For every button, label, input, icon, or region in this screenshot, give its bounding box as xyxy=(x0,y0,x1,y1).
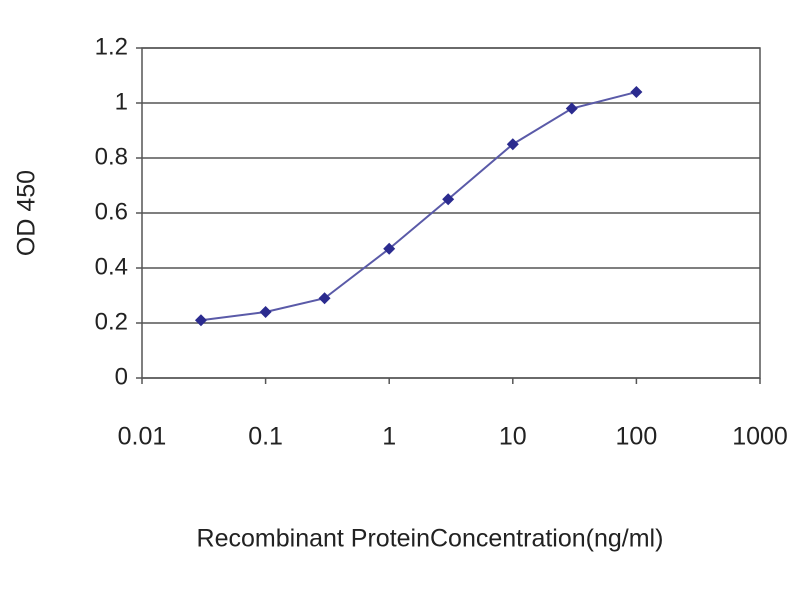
y-tick-label: 0.4 xyxy=(95,253,128,280)
y-tick-label: 1 xyxy=(115,88,128,115)
data-line xyxy=(200,91,637,322)
y-tick-label: 0 xyxy=(115,363,128,390)
y-tick-label: 0.6 xyxy=(95,198,128,225)
data-point xyxy=(630,86,643,98)
y-tick-label: 1.2 xyxy=(95,33,128,60)
x-tick-label: 1 xyxy=(382,423,396,451)
data-point xyxy=(565,102,578,115)
y-tick-label: 0.8 xyxy=(95,143,128,170)
data-point xyxy=(442,193,455,206)
y-tick-label: 0.2 xyxy=(95,308,128,335)
data-point xyxy=(259,306,272,318)
data-point xyxy=(318,292,331,305)
x-tick-label: 1000 xyxy=(732,423,788,451)
x-tick-label: 100 xyxy=(616,423,658,451)
x-tick-label: 0.01 xyxy=(118,423,167,451)
x-axis-label: Recombinant ProteinConcentration(ng/ml) xyxy=(197,525,664,553)
data-point xyxy=(506,138,519,151)
y-axis-label: OD 450 xyxy=(13,170,41,256)
x-tick-label: 0.1 xyxy=(248,423,283,451)
data-point xyxy=(194,314,207,327)
x-tick-label: 10 xyxy=(499,423,527,451)
data-point xyxy=(383,242,396,255)
